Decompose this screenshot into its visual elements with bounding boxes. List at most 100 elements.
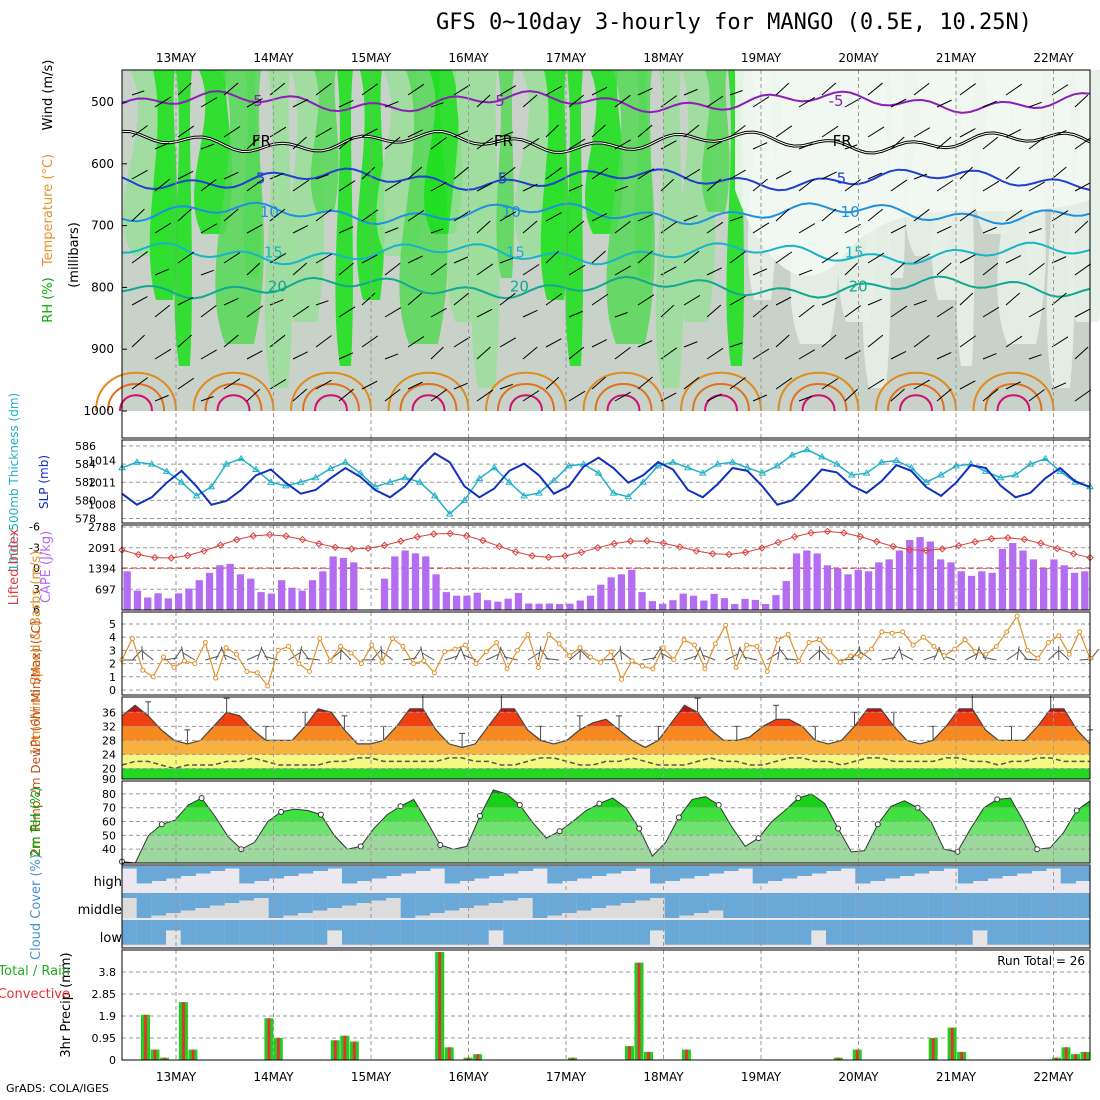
wind-point	[535, 665, 541, 670]
cloud-cell	[283, 920, 299, 945]
wind-barb	[223, 252, 241, 264]
cloud-cell	[151, 920, 167, 945]
wind-point	[379, 659, 385, 665]
wind-barb	[706, 393, 722, 402]
wind-barb	[476, 308, 493, 318]
wind-barb	[407, 129, 423, 138]
cape-bar	[308, 580, 317, 610]
wind-barb	[141, 645, 144, 661]
cape-bar	[401, 550, 409, 610]
cape-bar	[556, 604, 564, 610]
thickness-point	[684, 463, 692, 471]
li-tick: -6	[29, 521, 40, 534]
cloud-cell	[180, 893, 196, 911]
wind-point	[629, 658, 635, 664]
cloud-cell	[532, 866, 548, 869]
precip-bar-convective	[144, 1014, 147, 1060]
warm-contour	[216, 394, 251, 412]
cloud-cell	[694, 866, 710, 876]
cloud-cell	[474, 893, 490, 906]
wind-barb	[683, 655, 698, 661]
cape-bar	[638, 592, 646, 610]
cape-bar	[164, 598, 172, 610]
date-tick-top: 16MAY	[448, 51, 489, 65]
cloud-cell	[1002, 893, 1018, 918]
precip-tick: 2.85	[92, 988, 117, 1001]
wind-barb	[177, 208, 192, 222]
cloud-cell	[650, 920, 666, 931]
cloud-cell	[342, 920, 358, 945]
cloud-cell	[899, 920, 915, 945]
wind-barb	[269, 378, 287, 390]
cloud-cell	[987, 866, 1003, 879]
wind-barb	[1051, 256, 1067, 264]
date-tick-bottom: 19MAY	[741, 1070, 782, 1084]
cloud-cell	[635, 920, 651, 945]
li-point	[364, 544, 372, 553]
cape-bar	[422, 556, 430, 610]
wind-barb	[775, 125, 793, 138]
wind-barb	[614, 220, 631, 234]
warm-contour	[680, 371, 762, 412]
cloud-cell	[811, 893, 827, 918]
pressure-tick: 800	[91, 280, 114, 294]
wind-barb	[545, 124, 559, 138]
cape-bar	[1081, 571, 1089, 610]
li-point	[1020, 535, 1029, 544]
isotherm-label: FR	[494, 132, 513, 150]
cloud-cell	[767, 893, 783, 918]
cape-bar	[885, 559, 893, 610]
wind-point	[421, 658, 427, 664]
wind-barb	[200, 143, 215, 150]
date-tick-top: 22MAY	[1033, 51, 1074, 65]
wind-point	[639, 663, 645, 669]
wind-barb	[361, 335, 379, 348]
wind-barb	[614, 347, 631, 360]
cloud-cell	[606, 920, 622, 945]
temp-tick: 24	[102, 748, 116, 761]
wind-barb	[982, 262, 999, 276]
wind-barb	[453, 84, 471, 96]
wind-barb	[430, 137, 447, 150]
wind-barb	[844, 144, 858, 150]
cape-bar	[741, 599, 749, 610]
cloud-cell	[620, 866, 636, 871]
cloud-cell	[738, 920, 754, 945]
wind-barb	[752, 394, 768, 402]
cloud-cell	[518, 866, 534, 871]
wind-barb	[706, 95, 724, 108]
cloud-cell	[884, 920, 900, 945]
warm-contour	[692, 383, 750, 412]
wind-point	[723, 622, 729, 628]
cloud-cell	[811, 866, 827, 874]
rh-tick: 70	[102, 802, 116, 815]
li-point	[134, 550, 143, 559]
wind-barb	[223, 378, 241, 390]
cape-bar	[175, 593, 183, 610]
wind-barb	[959, 166, 973, 180]
wind-point	[213, 675, 219, 681]
wind-barb	[610, 649, 621, 661]
wind-barb	[177, 297, 194, 306]
wind-point	[390, 636, 396, 641]
wind-point	[660, 645, 666, 651]
thickness-point	[401, 473, 409, 481]
cloud-cell	[826, 920, 842, 945]
date-tick-bottom: 18MAY	[643, 1070, 684, 1084]
wind-barb	[1028, 354, 1042, 360]
wind-point	[546, 632, 552, 637]
cloud-cell	[796, 920, 812, 945]
wind-point	[442, 649, 448, 655]
cloud-cell	[122, 920, 138, 945]
wind-point	[265, 683, 271, 689]
wind-point	[671, 657, 677, 663]
wind-barb	[486, 653, 500, 661]
convective-label: Convective	[0, 987, 70, 1002]
cape-bar	[967, 575, 976, 610]
cape-bar	[319, 571, 327, 610]
slp-tick: 1014	[88, 455, 116, 468]
cloud-cell	[840, 893, 856, 918]
wind-barb	[683, 376, 700, 390]
precip-bar-convective	[343, 1035, 347, 1060]
